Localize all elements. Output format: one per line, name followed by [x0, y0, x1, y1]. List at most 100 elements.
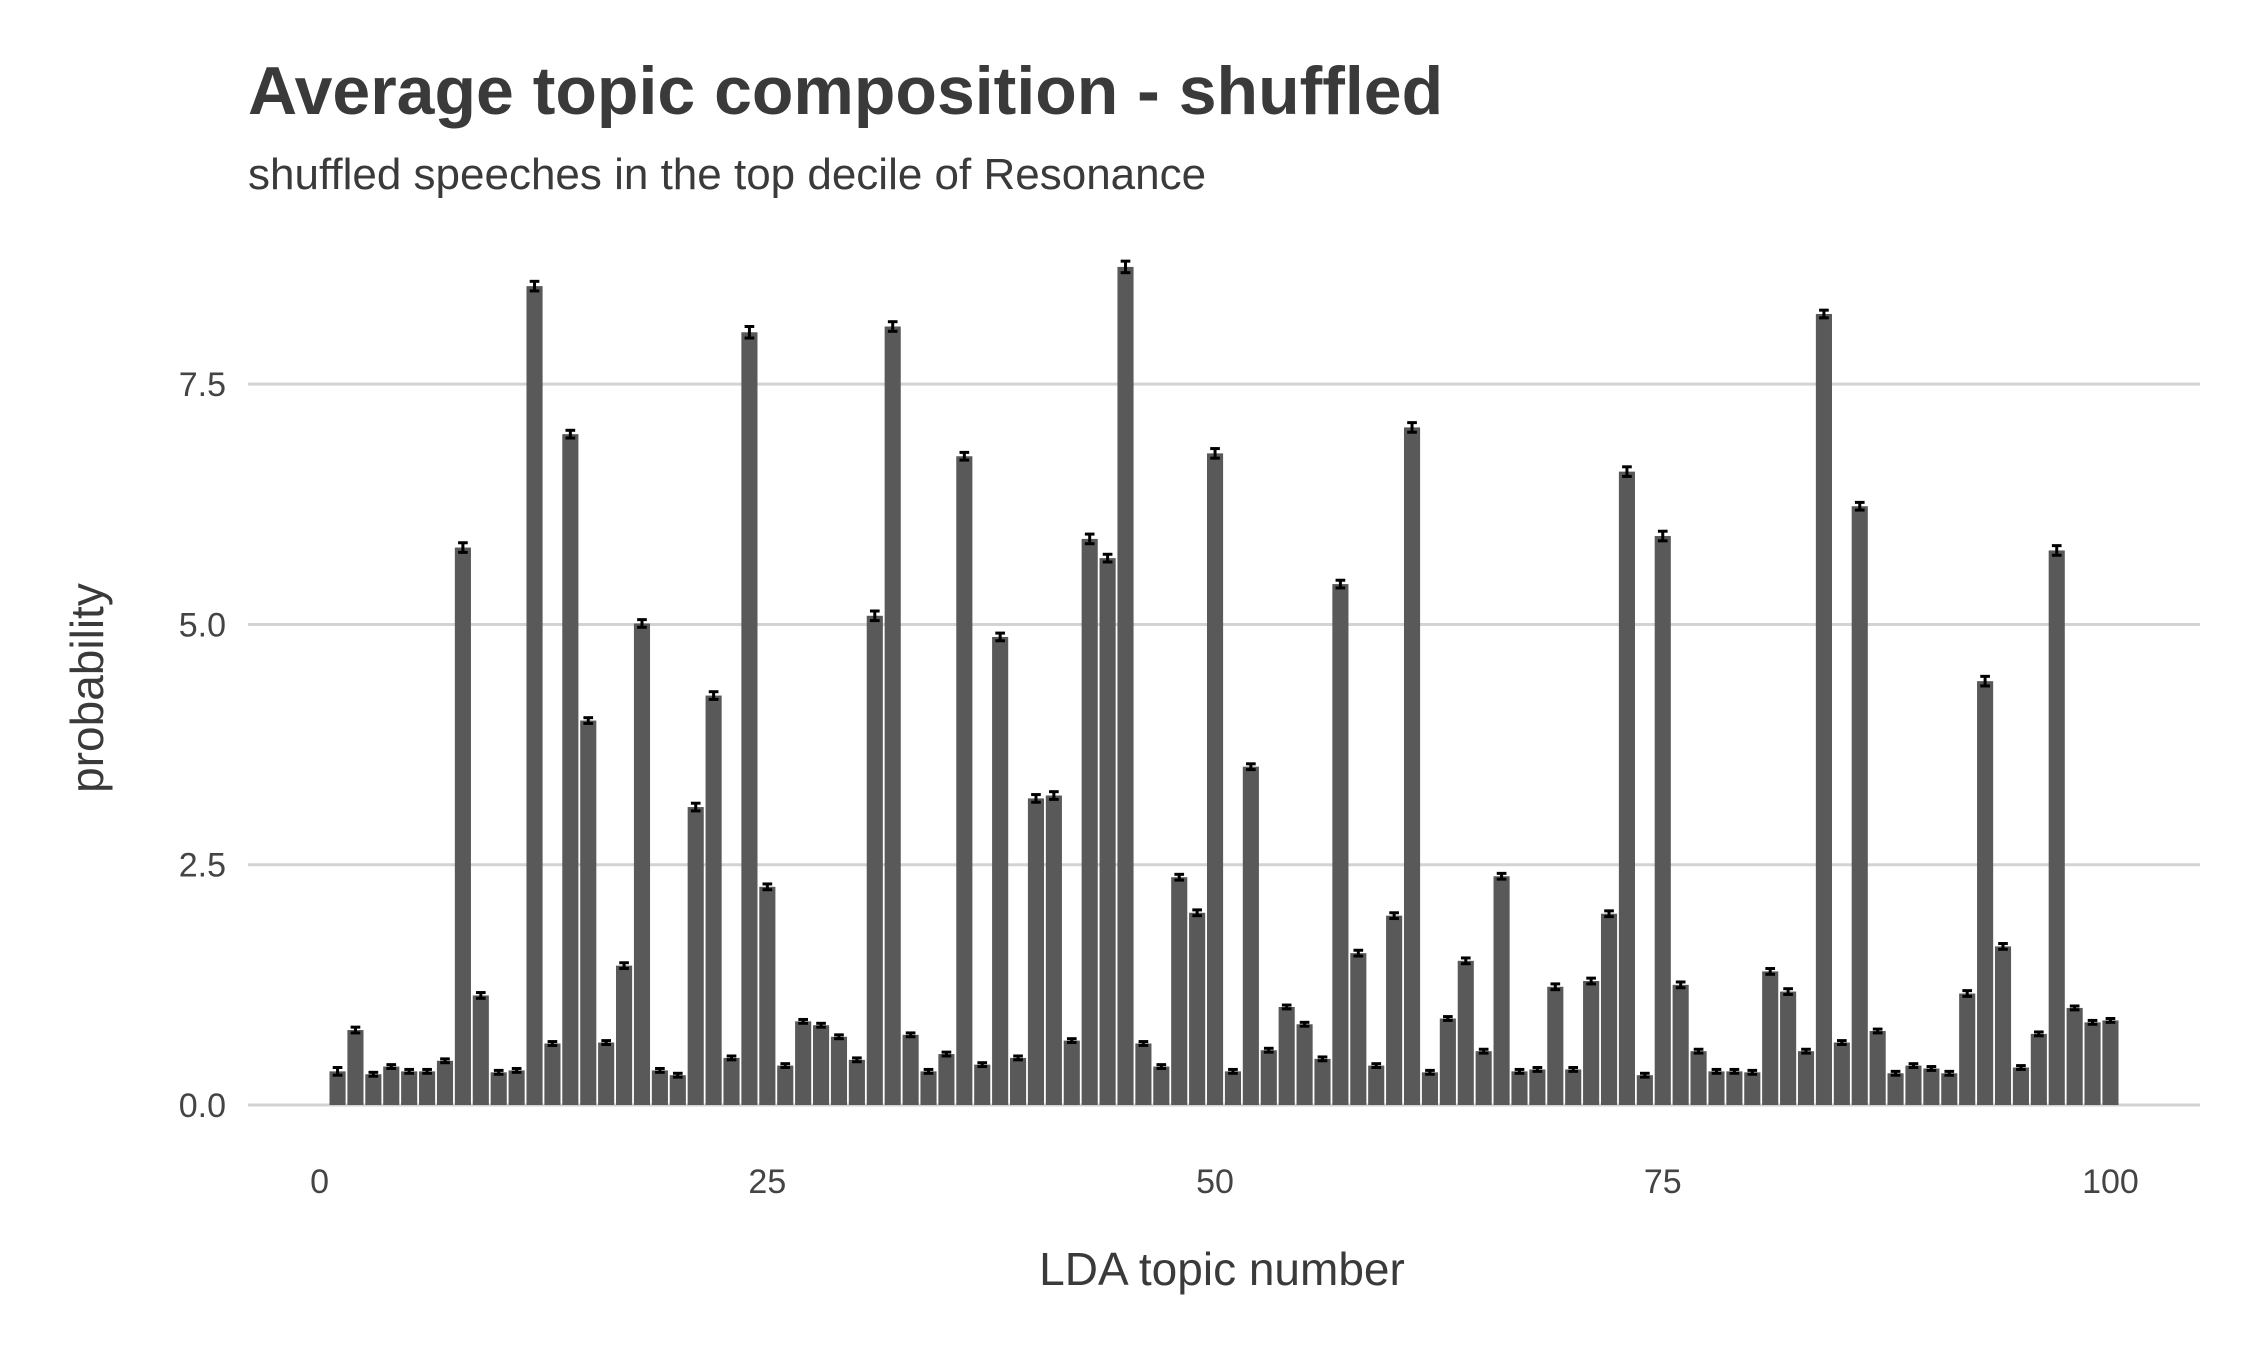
error-bar-topic-13: [547, 1040, 558, 1047]
error-bar-topic-50: [1210, 447, 1220, 460]
error-bar-topic-83: [1801, 1047, 1811, 1055]
bar-topic-26: [777, 1065, 794, 1105]
error-bar-topic-30: [852, 1056, 862, 1064]
error-bar-topic-28: [816, 1021, 826, 1029]
y-tick-label-0: 0.0: [179, 1087, 226, 1125]
bar-topic-65: [1475, 1051, 1492, 1105]
error-bar-topic-42: [1066, 1037, 1077, 1045]
error-bar-topic-68: [1532, 1066, 1543, 1073]
bar-topic-8: [454, 547, 471, 1105]
x-tick-label-1: 25: [748, 1163, 786, 1201]
bar-topic-87: [1869, 1030, 1886, 1105]
bar-topic-99: [2084, 1022, 2101, 1105]
error-bar-topic-80: [1747, 1068, 1758, 1076]
bar-topic-1: [329, 1071, 346, 1105]
error-bar-topic-90: [1926, 1065, 1937, 1072]
bar-topic-13: [544, 1043, 561, 1105]
error-bar-topic-7: [440, 1057, 450, 1065]
chart-title: Average topic composition - shuffled: [248, 53, 1444, 129]
bar-topic-75: [1654, 536, 1671, 1105]
error-bar-topic-79: [1729, 1067, 1740, 1075]
bar-topic-84: [1815, 314, 1832, 1105]
bar-topic-28: [813, 1025, 830, 1105]
bar-topic-19: [651, 1070, 668, 1105]
y-tick-label-3: 7.5: [179, 366, 226, 404]
error-bar-topic-63: [1443, 1015, 1453, 1022]
bar-topic-64: [1457, 960, 1474, 1105]
bar-topic-80: [1744, 1072, 1761, 1105]
bar-topic-11: [508, 1070, 525, 1105]
bar-topic-55: [1296, 1024, 1313, 1105]
bar-topic-54: [1278, 1006, 1295, 1105]
bar-topic-3: [365, 1074, 382, 1105]
bar-topic-100: [2102, 1020, 2119, 1105]
bar-topic-6: [419, 1071, 436, 1105]
error-bar-topic-36: [959, 450, 970, 462]
error-bar-topic-100: [2105, 1017, 2116, 1024]
chart-subtitle: shuffled speeches in the top decile of R…: [248, 150, 1207, 199]
error-bar-topic-75: [1657, 529, 1668, 543]
bar-topic-77: [1690, 1051, 1707, 1105]
error-bar-topic-44: [1102, 552, 1113, 564]
bar-topic-61: [1403, 427, 1421, 1106]
error-bar-topic-8: [458, 541, 468, 554]
bar-topic-60: [1386, 915, 1403, 1105]
bars: [329, 266, 2119, 1106]
error-bar-topic-32: [887, 320, 898, 333]
error-bar-topic-96: [2033, 1030, 2044, 1038]
bar-topic-34: [920, 1071, 937, 1105]
error-bar-topic-70: [1568, 1066, 1579, 1073]
error-bar-topic-18: [637, 618, 647, 629]
bar-topic-56: [1314, 1058, 1331, 1105]
bar-topic-15: [580, 720, 597, 1105]
bar-topic-2: [347, 1030, 364, 1105]
error-bar-topic-14: [565, 428, 576, 440]
bar-topic-49: [1189, 912, 1206, 1105]
bar-topic-43: [1081, 538, 1098, 1105]
error-bar-topic-3: [368, 1070, 379, 1078]
bar-topic-42: [1063, 1040, 1080, 1105]
error-bar-topic-59: [1371, 1062, 1382, 1070]
bar-topic-14: [562, 434, 579, 1106]
bar-topic-71: [1583, 981, 1600, 1105]
bar-topic-47: [1153, 1066, 1170, 1105]
error-bar-topic-58: [1353, 948, 1364, 958]
bar-topic-17: [616, 965, 633, 1105]
error-bar-topic-92: [1962, 989, 1973, 998]
bar-topic-95: [2012, 1067, 2029, 1105]
error-bar-topic-74: [1640, 1071, 1650, 1079]
bar-topic-53: [1260, 1050, 1277, 1105]
error-bar-topic-49: [1192, 908, 1202, 918]
bar-topic-41: [1045, 795, 1062, 1105]
y-tick-label-2: 5.0: [179, 606, 226, 644]
error-bar-topic-10: [493, 1068, 504, 1076]
bar-topic-7: [436, 1060, 454, 1105]
bar-topic-96: [2030, 1033, 2047, 1105]
bar-topic-76: [1672, 984, 1689, 1105]
bar-topic-27: [795, 1021, 812, 1105]
bar-topic-25: [759, 886, 776, 1105]
bar-topic-85: [1833, 1042, 1850, 1105]
bar-topic-52: [1242, 766, 1259, 1105]
error-bar-topic-94: [1998, 942, 2008, 951]
error-bar-topic-24: [744, 325, 755, 340]
error-bar-topic-73: [1622, 465, 1632, 478]
bar-topic-90: [1923, 1068, 1940, 1105]
bar-topic-73: [1618, 471, 1635, 1105]
error-bar-topic-40: [1031, 793, 1041, 804]
error-bar-topic-64: [1460, 956, 1471, 966]
error-bar-topic-12: [529, 279, 540, 293]
error-bar-topic-77: [1693, 1047, 1704, 1055]
error-bar-topic-98: [2069, 1004, 2080, 1012]
error-bar-topic-1: [332, 1066, 343, 1077]
error-bar-topic-27: [798, 1017, 808, 1025]
bar-topic-9: [472, 995, 489, 1105]
error-bar-topic-11: [511, 1066, 522, 1074]
error-bar-topic-35: [941, 1050, 952, 1058]
bar-topic-35: [938, 1054, 955, 1105]
error-bar-topic-69: [1550, 982, 1561, 992]
x-axis-title: LDA topic number: [1039, 1243, 1405, 1295]
error-bar-topic-37: [977, 1061, 988, 1069]
error-bar-topic-54: [1281, 1003, 1292, 1011]
bar-topic-39: [1009, 1057, 1027, 1105]
